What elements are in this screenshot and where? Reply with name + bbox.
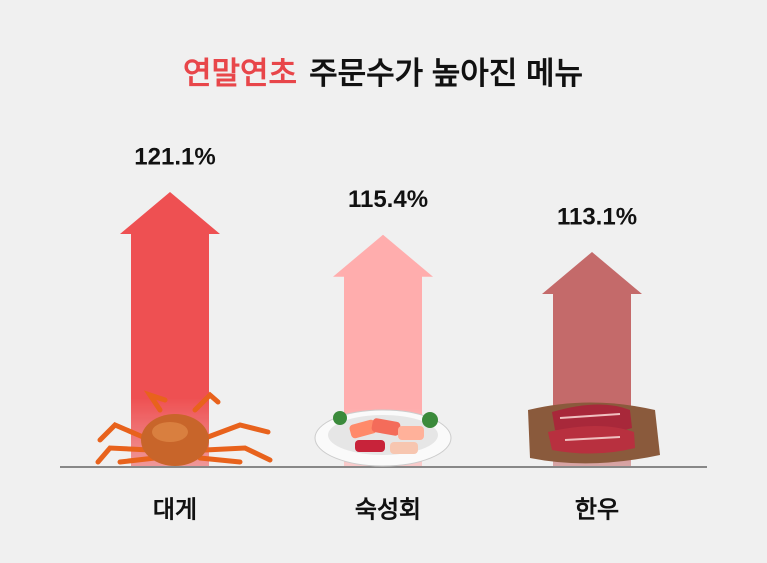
value-label: 115.4%: [348, 186, 428, 213]
beef-illustration: [528, 402, 660, 464]
sashimi-illustration: [314, 409, 452, 467]
category-label: 대게: [153, 496, 197, 523]
title-text: 주문수가 높아진 메뉴: [309, 56, 583, 91]
chart-title: 연말연초 주문수가 높아진 메뉴: [183, 56, 583, 91]
crab-illustration: [95, 390, 273, 466]
category-label: 숙성회: [355, 496, 421, 523]
value-label: 121.1%: [134, 143, 215, 170]
value-label: 113.1%: [557, 203, 637, 230]
category-label: 한우: [575, 496, 619, 523]
title-highlight: 연말연초: [183, 56, 297, 91]
arrow: [333, 234, 433, 467]
arrow: [120, 192, 220, 467]
